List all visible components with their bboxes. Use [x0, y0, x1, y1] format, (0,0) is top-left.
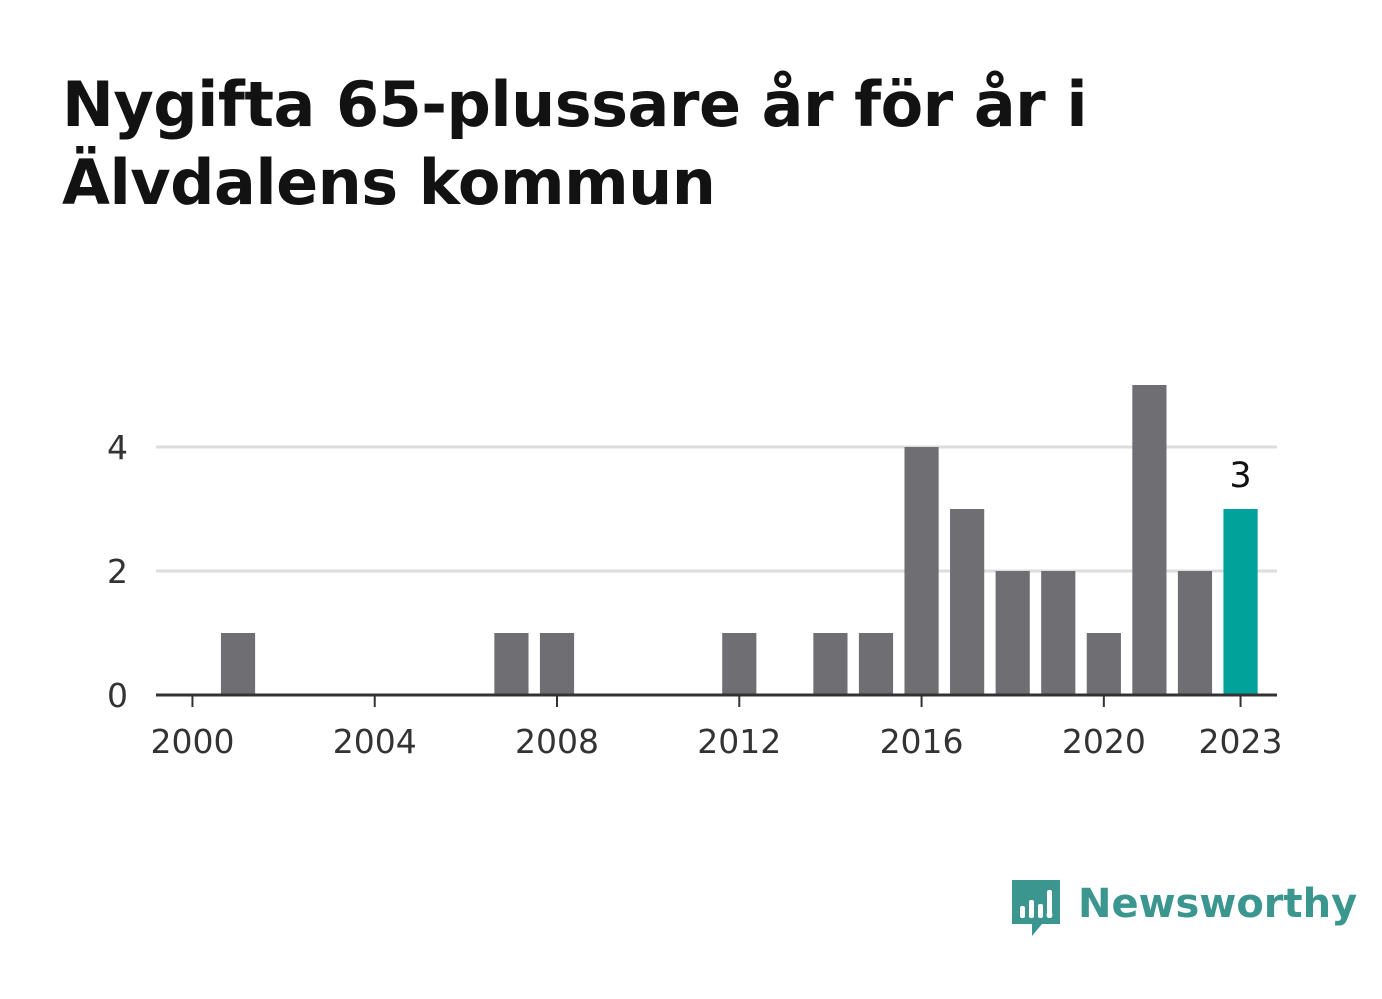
bar — [722, 633, 757, 695]
bar — [1132, 385, 1167, 695]
bar — [494, 633, 529, 695]
bar — [995, 571, 1030, 695]
bar — [1041, 571, 1076, 695]
bar — [813, 633, 848, 695]
bar — [858, 633, 894, 695]
newsworthy-logo-icon — [1012, 880, 1060, 936]
bar — [1177, 571, 1213, 695]
x-tick-label: 2016 — [880, 722, 964, 761]
y-tick-label: 2 — [107, 552, 128, 591]
chart-title: Nygifta 65-plussare år för år i Älvdalen… — [62, 68, 1088, 219]
highlight-bar — [1223, 509, 1258, 695]
x-tick-label: 2004 — [333, 722, 417, 761]
bar — [950, 509, 985, 695]
bar — [904, 447, 939, 695]
x-tick-label: 2000 — [150, 722, 234, 761]
y-tick-label: 0 — [107, 676, 128, 715]
x-tick-label: 2008 — [515, 722, 599, 761]
brand-name: Newsworthy — [1078, 881, 1358, 927]
data-label: 3 — [1229, 456, 1251, 496]
bar — [1086, 633, 1121, 695]
newsworthy-logo[interactable]: Newsworthy — [1010, 878, 1357, 942]
x-tick-label: 2023 — [1199, 722, 1283, 761]
bar — [539, 633, 575, 695]
x-tick-label: 2012 — [697, 722, 781, 761]
x-tick-label: 2020 — [1062, 722, 1146, 761]
y-tick-label: 4 — [107, 428, 128, 467]
bar — [220, 633, 256, 695]
